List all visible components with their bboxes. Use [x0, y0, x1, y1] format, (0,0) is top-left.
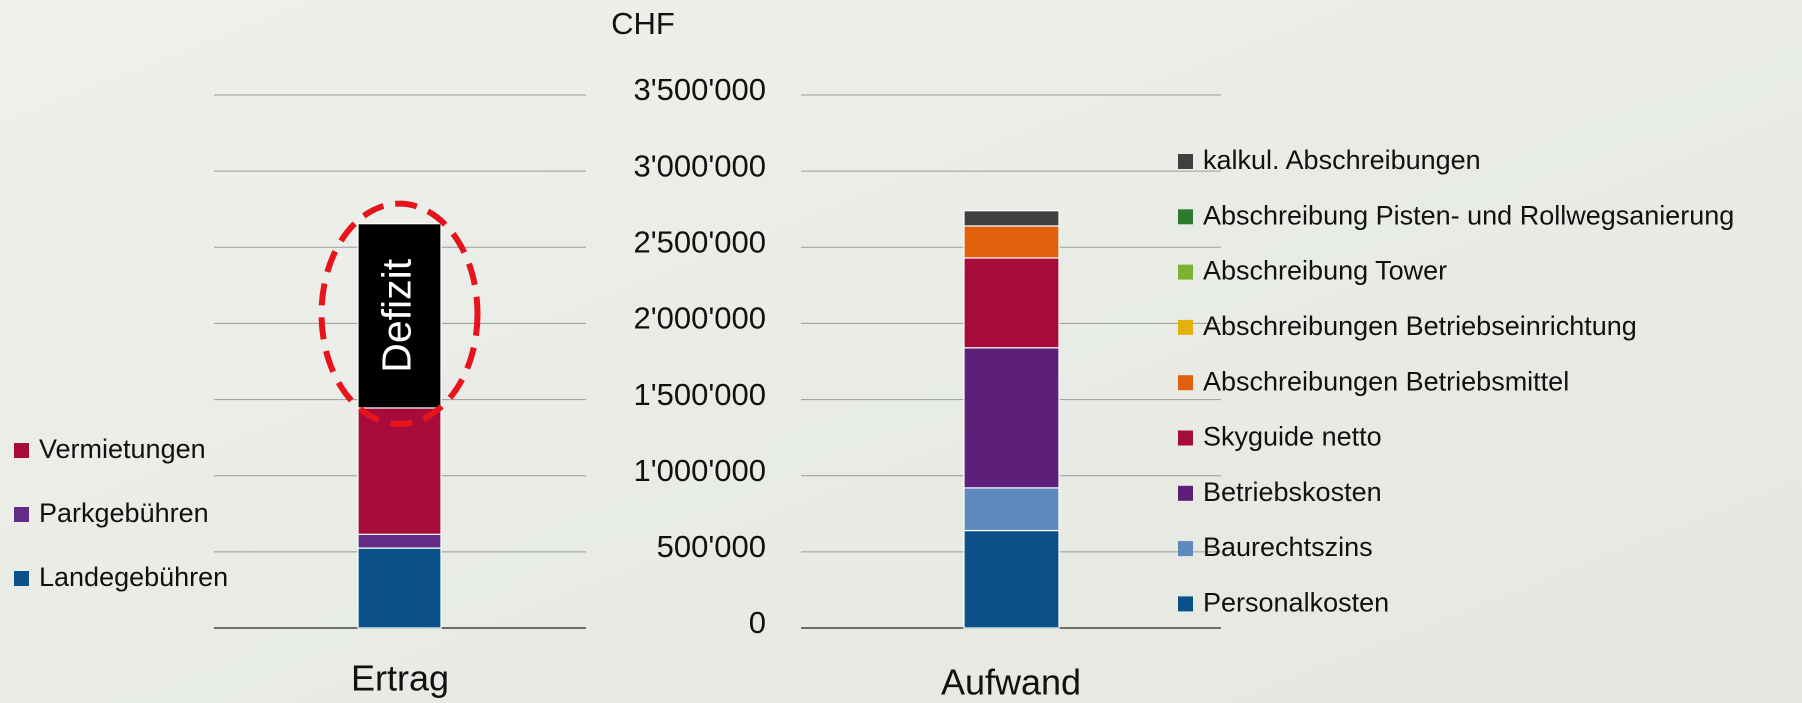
legend-label: kalkul. Abschreibungen	[1203, 145, 1481, 175]
y-tick-label: 0	[749, 605, 766, 640]
legend-label: Parkgebühren	[39, 498, 209, 528]
legend-swatch	[1178, 320, 1193, 335]
legend-swatch	[1178, 596, 1193, 611]
legend-swatch	[14, 571, 29, 586]
bar-segment	[964, 348, 1059, 488]
legend-label: Baurechtszins	[1203, 532, 1373, 562]
legend-label: Abschreibungen Betriebsmittel	[1203, 366, 1569, 396]
y-tick-label: 3'500'000	[633, 72, 766, 107]
legend-swatch	[14, 507, 29, 522]
bar-segment	[964, 258, 1059, 348]
legend-label: Landegebühren	[39, 562, 228, 592]
bar-segment	[964, 488, 1059, 531]
legend-swatch	[14, 443, 29, 458]
x-tick-label: Ertrag	[351, 658, 449, 699]
legend-label: Skyguide netto	[1203, 422, 1382, 452]
legend-label: Vermietungen	[39, 434, 206, 464]
bar-segment	[358, 548, 441, 628]
axis-title: CHF	[611, 6, 675, 41]
legend-swatch	[1178, 431, 1193, 446]
legend-swatch	[1178, 209, 1193, 224]
legend-label: Abschreibung Pisten- und Rollwegsanierun…	[1203, 200, 1734, 230]
y-tick-label: 3'000'000	[633, 148, 766, 183]
page: CHF 0 500'000 1'000'000 1'500'000 2'000'000 2'…	[0, 0, 1802, 703]
chart: CHF 0 500'000 1'000'000 1'500'000 2'000'000 2'…	[0, 0, 1802, 703]
bar-segment	[964, 226, 1059, 258]
legend-swatch	[1178, 265, 1193, 280]
legend-label: Personalkosten	[1203, 588, 1389, 618]
bar-segment	[964, 211, 1059, 226]
bar-label: Defizit	[373, 258, 419, 373]
background	[0, 0, 1802, 703]
y-tick-label: 1'500'000	[633, 377, 766, 412]
bar-segment	[358, 534, 441, 548]
y-tick-label: 2'500'000	[633, 224, 766, 259]
legend-label: Betriebskosten	[1203, 477, 1382, 507]
legend-swatch	[1178, 154, 1193, 169]
bar-segment	[964, 531, 1059, 628]
y-tick-label: 2'000'000	[633, 301, 766, 336]
legend-label: Abschreibung Tower	[1203, 256, 1447, 286]
y-tick-label: 500'000	[657, 529, 766, 564]
legend-label: Abschreibungen Betriebseinrichtung	[1203, 311, 1637, 341]
y-tick-label: 1'000'000	[633, 453, 766, 488]
legend-swatch	[1178, 541, 1193, 556]
legend-swatch	[1178, 486, 1193, 501]
x-tick-label: Aufwand	[941, 662, 1081, 703]
legend-swatch	[1178, 375, 1193, 390]
